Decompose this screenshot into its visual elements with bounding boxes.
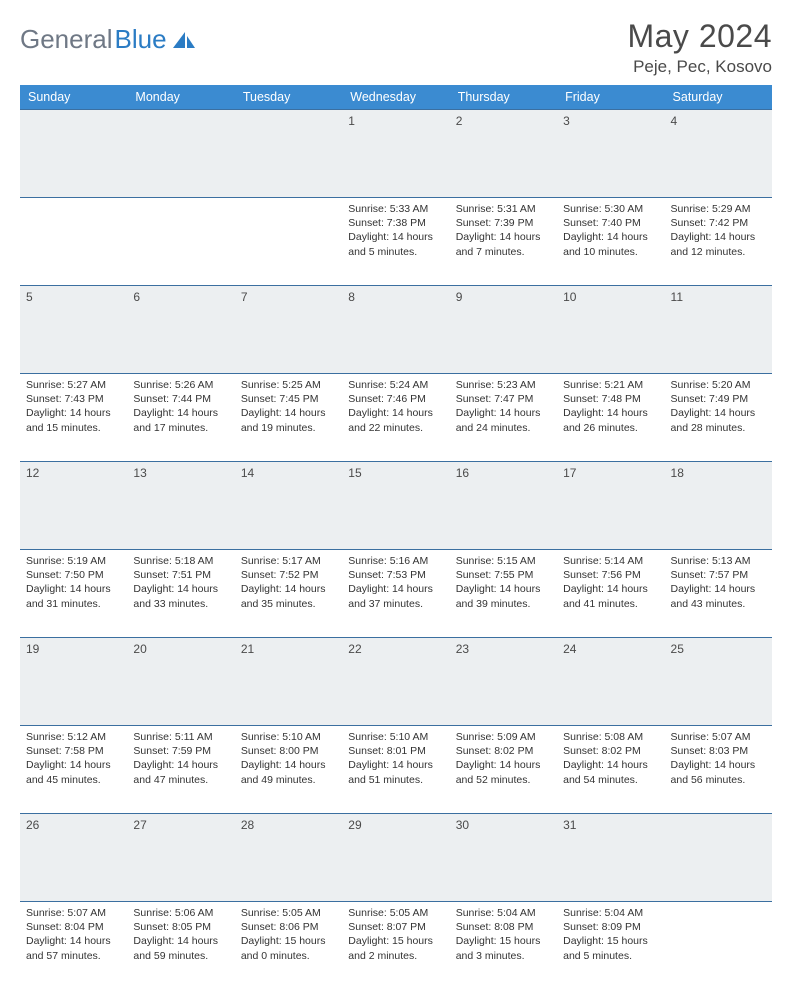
day-number: 31: [557, 814, 664, 902]
day-header: Sunday: [20, 85, 127, 110]
day-cell: Sunrise: 5:23 AM Sunset: 7:47 PM Dayligh…: [450, 374, 557, 462]
day-number: [20, 110, 127, 198]
week-data-row: Sunrise: 5:12 AM Sunset: 7:58 PM Dayligh…: [20, 726, 772, 814]
day-number: 12: [20, 462, 127, 550]
sail-icon: [171, 30, 197, 50]
day-header: Wednesday: [342, 85, 449, 110]
day-cell: Sunrise: 5:24 AM Sunset: 7:46 PM Dayligh…: [342, 374, 449, 462]
day-cell: Sunrise: 5:10 AM Sunset: 8:00 PM Dayligh…: [235, 726, 342, 814]
page-header: GeneralBlue May 2024 Peje, Pec, Kosovo: [20, 18, 772, 77]
day-number: 26: [20, 814, 127, 902]
week-data-row: Sunrise: 5:27 AM Sunset: 7:43 PM Dayligh…: [20, 374, 772, 462]
day-cell: Sunrise: 5:15 AM Sunset: 7:55 PM Dayligh…: [450, 550, 557, 638]
brand-logo: GeneralBlue: [20, 24, 197, 55]
day-header: Saturday: [665, 85, 772, 110]
day-number: 6: [127, 286, 234, 374]
week-daynum-row: 19202122232425: [20, 638, 772, 726]
day-cell: Sunrise: 5:06 AM Sunset: 8:05 PM Dayligh…: [127, 902, 234, 990]
day-cell: Sunrise: 5:25 AM Sunset: 7:45 PM Dayligh…: [235, 374, 342, 462]
day-number: 23: [450, 638, 557, 726]
day-number: [235, 110, 342, 198]
brand-part2: Blue: [115, 24, 167, 55]
day-cell: [127, 198, 234, 286]
day-number: 10: [557, 286, 664, 374]
calendar-page: GeneralBlue May 2024 Peje, Pec, Kosovo S…: [0, 0, 792, 1008]
day-cell: Sunrise: 5:29 AM Sunset: 7:42 PM Dayligh…: [665, 198, 772, 286]
day-number: 11: [665, 286, 772, 374]
day-number: 24: [557, 638, 664, 726]
location-subtitle: Peje, Pec, Kosovo: [627, 57, 772, 77]
day-cell: Sunrise: 5:04 AM Sunset: 8:08 PM Dayligh…: [450, 902, 557, 990]
day-number: 16: [450, 462, 557, 550]
day-cell: Sunrise: 5:18 AM Sunset: 7:51 PM Dayligh…: [127, 550, 234, 638]
day-number: 5: [20, 286, 127, 374]
brand-part1: General: [20, 24, 113, 55]
day-number: 20: [127, 638, 234, 726]
day-cell: Sunrise: 5:30 AM Sunset: 7:40 PM Dayligh…: [557, 198, 664, 286]
day-number: 13: [127, 462, 234, 550]
day-number: 14: [235, 462, 342, 550]
day-cell: Sunrise: 5:26 AM Sunset: 7:44 PM Dayligh…: [127, 374, 234, 462]
day-cell: Sunrise: 5:07 AM Sunset: 8:04 PM Dayligh…: [20, 902, 127, 990]
day-number: 9: [450, 286, 557, 374]
day-cell: Sunrise: 5:09 AM Sunset: 8:02 PM Dayligh…: [450, 726, 557, 814]
day-cell: Sunrise: 5:13 AM Sunset: 7:57 PM Dayligh…: [665, 550, 772, 638]
day-number: 28: [235, 814, 342, 902]
day-cell: Sunrise: 5:10 AM Sunset: 8:01 PM Dayligh…: [342, 726, 449, 814]
day-number: 21: [235, 638, 342, 726]
day-header-row: Sunday Monday Tuesday Wednesday Thursday…: [20, 85, 772, 110]
day-cell: Sunrise: 5:19 AM Sunset: 7:50 PM Dayligh…: [20, 550, 127, 638]
week-daynum-row: 262728293031: [20, 814, 772, 902]
day-cell: Sunrise: 5:05 AM Sunset: 8:07 PM Dayligh…: [342, 902, 449, 990]
day-header: Friday: [557, 85, 664, 110]
day-number: 18: [665, 462, 772, 550]
day-cell: Sunrise: 5:11 AM Sunset: 7:59 PM Dayligh…: [127, 726, 234, 814]
day-number: 25: [665, 638, 772, 726]
title-block: May 2024 Peje, Pec, Kosovo: [627, 18, 772, 77]
day-cell: Sunrise: 5:31 AM Sunset: 7:39 PM Dayligh…: [450, 198, 557, 286]
day-header: Monday: [127, 85, 234, 110]
day-number: [665, 814, 772, 902]
day-number: 4: [665, 110, 772, 198]
day-cell: Sunrise: 5:27 AM Sunset: 7:43 PM Dayligh…: [20, 374, 127, 462]
week-data-row: Sunrise: 5:19 AM Sunset: 7:50 PM Dayligh…: [20, 550, 772, 638]
day-cell: Sunrise: 5:20 AM Sunset: 7:49 PM Dayligh…: [665, 374, 772, 462]
day-cell: [20, 198, 127, 286]
day-number: 1: [342, 110, 449, 198]
day-number: 15: [342, 462, 449, 550]
day-number: 30: [450, 814, 557, 902]
week-daynum-row: 1234: [20, 110, 772, 198]
day-cell: Sunrise: 5:12 AM Sunset: 7:58 PM Dayligh…: [20, 726, 127, 814]
day-cell: Sunrise: 5:33 AM Sunset: 7:38 PM Dayligh…: [342, 198, 449, 286]
day-cell: [665, 902, 772, 990]
calendar-table: Sunday Monday Tuesday Wednesday Thursday…: [20, 85, 772, 990]
day-cell: Sunrise: 5:17 AM Sunset: 7:52 PM Dayligh…: [235, 550, 342, 638]
day-cell: Sunrise: 5:05 AM Sunset: 8:06 PM Dayligh…: [235, 902, 342, 990]
day-number: 19: [20, 638, 127, 726]
day-number: 2: [450, 110, 557, 198]
day-cell: Sunrise: 5:14 AM Sunset: 7:56 PM Dayligh…: [557, 550, 664, 638]
week-daynum-row: 12131415161718: [20, 462, 772, 550]
day-number: 22: [342, 638, 449, 726]
day-number: 17: [557, 462, 664, 550]
day-cell: Sunrise: 5:21 AM Sunset: 7:48 PM Dayligh…: [557, 374, 664, 462]
week-data-row: Sunrise: 5:07 AM Sunset: 8:04 PM Dayligh…: [20, 902, 772, 990]
day-cell: [235, 198, 342, 286]
week-daynum-row: 567891011: [20, 286, 772, 374]
day-number: 27: [127, 814, 234, 902]
day-number: 29: [342, 814, 449, 902]
week-data-row: Sunrise: 5:33 AM Sunset: 7:38 PM Dayligh…: [20, 198, 772, 286]
day-number: 7: [235, 286, 342, 374]
month-title: May 2024: [627, 18, 772, 55]
day-header: Thursday: [450, 85, 557, 110]
day-cell: Sunrise: 5:04 AM Sunset: 8:09 PM Dayligh…: [557, 902, 664, 990]
day-header: Tuesday: [235, 85, 342, 110]
day-number: 3: [557, 110, 664, 198]
day-cell: Sunrise: 5:16 AM Sunset: 7:53 PM Dayligh…: [342, 550, 449, 638]
day-cell: Sunrise: 5:08 AM Sunset: 8:02 PM Dayligh…: [557, 726, 664, 814]
day-number: 8: [342, 286, 449, 374]
day-number: [127, 110, 234, 198]
day-cell: Sunrise: 5:07 AM Sunset: 8:03 PM Dayligh…: [665, 726, 772, 814]
